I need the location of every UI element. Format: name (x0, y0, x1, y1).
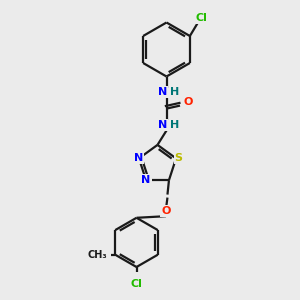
Text: N: N (158, 87, 167, 97)
Text: S: S (174, 153, 182, 164)
Text: Cl: Cl (130, 279, 142, 290)
Text: N: N (158, 120, 167, 130)
Text: H: H (170, 87, 179, 97)
Text: Cl: Cl (196, 13, 208, 23)
Text: H: H (170, 120, 179, 130)
Text: N: N (134, 153, 144, 164)
Text: N: N (141, 175, 151, 185)
Text: O: O (161, 206, 171, 216)
Text: CH₃: CH₃ (87, 250, 107, 260)
Text: O: O (184, 97, 193, 107)
